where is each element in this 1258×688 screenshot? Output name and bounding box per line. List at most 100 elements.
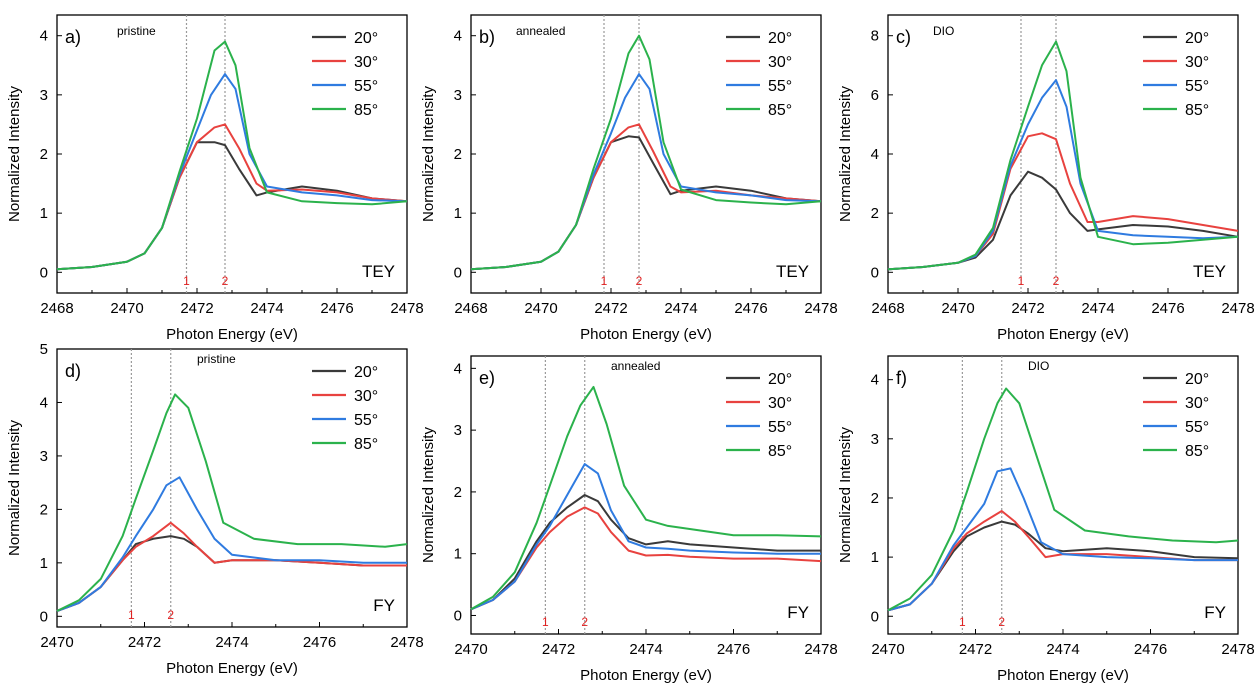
x-axis-title: Photon Energy (eV) (580, 326, 712, 343)
legend-label: 20° (768, 30, 792, 47)
x-tick-label: 2474 (215, 634, 248, 651)
y-axis-title: Normalized Intensity (420, 86, 437, 222)
y-tick-label: 2 (454, 484, 462, 501)
series-line (887, 40, 1239, 271)
x-tick-label: 2478 (804, 641, 837, 658)
sample-label: annealed (516, 24, 565, 38)
series-line (56, 141, 408, 271)
x-tick-label: 2474 (664, 300, 697, 317)
x-tick-label: 2476 (717, 641, 750, 658)
sample-label: DIO (933, 24, 954, 38)
y-tick-label: 3 (454, 87, 462, 104)
y-tick-label: 2 (40, 146, 48, 163)
reference-line-label: 2 (167, 608, 174, 622)
y-axis-title: Normalized Intensity (837, 427, 854, 563)
legend-label: 20° (768, 371, 792, 388)
y-tick-label: 3 (40, 87, 48, 104)
y-tick-label: 1 (40, 555, 48, 572)
x-tick-label: 2468 (40, 300, 73, 317)
panel-letter: e) (479, 368, 495, 388)
panel-letter: b) (479, 27, 495, 47)
detection-mode-label: FY (787, 603, 809, 622)
detection-mode-label: FY (1204, 603, 1226, 622)
reference-line-label: 2 (581, 615, 588, 629)
x-tick-label: 2470 (40, 634, 73, 651)
x-tick-label: 2472 (128, 634, 161, 651)
x-tick-label: 2472 (594, 300, 627, 317)
legend-label: 20° (1185, 30, 1209, 47)
legend-label: 30° (1185, 395, 1209, 412)
panel-e: 1 2 2470 2472 2474 2476 2478 0 1 2 3 4 Photon Energy… (420, 355, 838, 684)
legend-label: 85° (1185, 102, 1209, 119)
y-axis-title: Normalized Intensity (837, 86, 854, 222)
reference-line-label: 2 (222, 274, 229, 288)
x-axis-title: Photon Energy (eV) (166, 660, 298, 677)
x-tick-label: 2468 (871, 300, 904, 317)
x-tick-label: 2476 (303, 634, 336, 651)
reference-line-label: 1 (128, 608, 135, 622)
legend-label: 30° (1185, 54, 1209, 71)
reference-line-label: 1 (542, 615, 549, 629)
y-tick-label: 3 (871, 431, 879, 448)
legend-label: 30° (354, 54, 378, 71)
series-line (470, 34, 822, 271)
reference-line-label: 1 (183, 274, 190, 288)
legend-label: 55° (1185, 419, 1209, 436)
series-line (887, 387, 1239, 612)
reference-line-label: 2 (1053, 274, 1060, 288)
series-line (887, 520, 1239, 612)
series-line (56, 476, 407, 612)
y-tick-label: 1 (454, 205, 462, 222)
y-axis-title: Normalized Intensity (6, 86, 23, 222)
panel-letter: d) (65, 361, 81, 381)
x-axis-title: Photon Energy (eV) (997, 667, 1129, 684)
x-tick-label: 2470 (110, 300, 143, 317)
detection-mode-label: FY (373, 596, 395, 615)
x-tick-label: 2470 (454, 641, 487, 658)
series-line (470, 463, 821, 611)
legend-label: 55° (1185, 78, 1209, 95)
x-tick-label: 2474 (1046, 641, 1079, 658)
y-tick-label: 4 (454, 28, 462, 45)
legend-label: 85° (354, 436, 378, 453)
y-tick-label: 4 (454, 360, 462, 377)
legend-label: 85° (354, 102, 378, 119)
y-tick-label: 6 (871, 87, 879, 104)
y-axis-title: Normalized Intensity (6, 420, 23, 556)
x-tick-label: 2472 (180, 300, 213, 317)
y-tick-label: 0 (871, 264, 879, 281)
y-tick-label: 5 (40, 341, 48, 358)
x-axis-title: Photon Energy (eV) (580, 667, 712, 684)
x-tick-label: 2478 (1221, 300, 1254, 317)
y-tick-label: 1 (40, 205, 48, 222)
legend-label: 30° (354, 388, 378, 405)
y-tick-label: 2 (40, 501, 48, 518)
panel-d: 1 2 2470 2472 2474 2476 2478 0 1 2 3 4 5 Photon Energ… (6, 341, 424, 677)
series-line (56, 521, 407, 612)
legend-label: 20° (354, 364, 378, 381)
reference-line-label: 1 (601, 274, 608, 288)
x-tick-label: 2470 (871, 641, 904, 658)
legend-label: 20° (1185, 371, 1209, 388)
legend-label: 20° (354, 30, 378, 47)
x-tick-label: 2472 (959, 641, 992, 658)
series-line (470, 385, 822, 611)
sample-label: DIO (1028, 359, 1049, 373)
y-tick-label: 4 (40, 28, 48, 45)
legend-label: 30° (768, 54, 792, 71)
y-tick-label: 8 (871, 28, 879, 45)
x-tick-label: 2472 (1011, 300, 1044, 317)
y-tick-label: 0 (454, 264, 462, 281)
series-line (56, 393, 408, 612)
x-tick-label: 2476 (1134, 641, 1167, 658)
detection-mode-label: TEY (776, 262, 809, 281)
sample-label: pristine (197, 352, 236, 366)
x-tick-label: 2478 (390, 300, 423, 317)
x-tick-label: 2474 (250, 300, 283, 317)
reference-line-label: 2 (636, 274, 643, 288)
x-tick-label: 2476 (320, 300, 353, 317)
panel-f: 1 2 2470 2472 2474 2476 2478 0 1 2 3 4 Photon Energy… (837, 355, 1255, 684)
y-tick-label: 0 (40, 264, 48, 281)
